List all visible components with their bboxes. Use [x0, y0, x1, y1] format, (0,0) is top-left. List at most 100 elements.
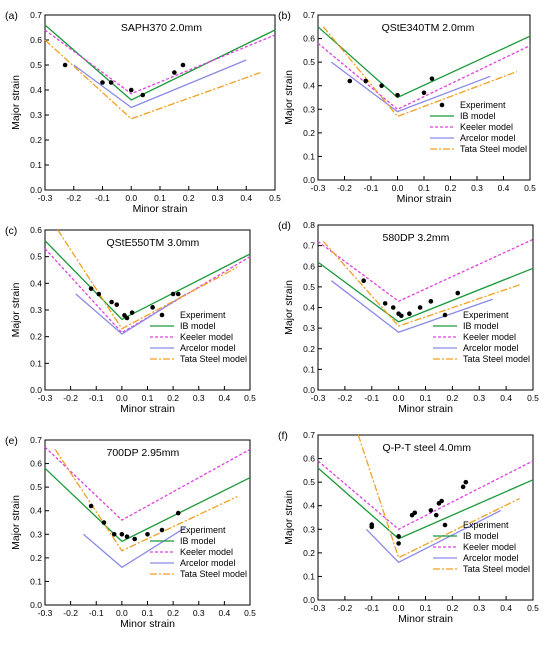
x-tick-label: -0.3	[38, 393, 53, 403]
panel-label: (b)	[278, 10, 291, 22]
x-tick-label: 0.3	[193, 393, 205, 403]
x-tick-label: 0.0	[125, 193, 137, 203]
experiment-point	[62, 62, 68, 68]
legend-entry: Tata Steel model	[180, 354, 247, 364]
y-tick-label: 0.1	[303, 571, 315, 581]
panel-f: -0.3 -0.2 -0.1 0.0 0.1 0.2 0.3 0.4 0.5 0.0 0.1 0.2 0…	[278, 430, 539, 625]
y-tick-label: 0.6	[30, 459, 42, 469]
y-tick-label: 0.4	[303, 303, 315, 313]
x-tick-label: 0.1	[420, 393, 432, 403]
y-tick-label: 0.3	[303, 524, 315, 534]
legend-entry: Tata Steel model	[180, 569, 247, 579]
plot-frame	[317, 434, 534, 601]
panel-title: 700DP 2.95mm	[107, 447, 180, 459]
panel-title: SAPH370 2.0mm	[121, 22, 202, 34]
y-tick-label: 0.6	[303, 261, 315, 271]
experiment-point	[129, 310, 135, 315]
experiment-point	[439, 498, 444, 504]
x-tick-label: 0.3	[193, 608, 205, 618]
experiment-point	[395, 92, 400, 98]
panel-b: -0.3 -0.2 -0.1 0.0 0.1 0.2 0.3 0.4 0.5 0.0 0.1 0.2 0…	[278, 10, 536, 205]
legend-entry: Arcelor model	[180, 343, 236, 353]
x-axis-title: Minor strain	[398, 613, 453, 625]
x-tick-label: 0.5	[527, 393, 539, 403]
series-line-keeler-model	[44, 248, 251, 334]
experiment-point	[172, 70, 177, 75]
experiment-point	[412, 510, 418, 516]
panel-d: -0.3 -0.2 -0.1 0.0 0.1 0.2 0.3 0.4 0.5 0.0 0.1 0.2 0…	[278, 220, 539, 415]
x-axis-title: Minor strain	[398, 403, 453, 415]
experiment-point	[463, 479, 469, 485]
legend-entry: Experiment	[180, 310, 226, 320]
y-tick-label: 0.5	[303, 57, 315, 67]
legend-entry: Keeler model	[180, 332, 233, 342]
x-tick-label: 0.5	[244, 393, 256, 403]
y-tick-label: 0.3	[30, 529, 42, 539]
panel-label: (d)	[278, 220, 291, 232]
x-tick-label: -0.3	[311, 393, 326, 403]
series-line-ib-model	[317, 467, 534, 540]
y-axis-title: Major strain	[10, 282, 22, 337]
x-tick-label: 0.0	[116, 608, 128, 618]
y-tick-label: 0.2	[30, 135, 42, 145]
y-tick-label: 0.0	[303, 385, 315, 395]
x-tick-label: 0.1	[142, 608, 154, 618]
x-tick-label: 0.1	[142, 393, 154, 403]
x-axis-title: Minor strain	[133, 203, 188, 215]
experiment-point	[390, 305, 396, 310]
legend-entry: Experiment	[463, 520, 509, 530]
y-tick-label: 0.3	[30, 305, 42, 315]
series-line-ib-model	[44, 240, 251, 321]
experiment-point	[417, 305, 423, 310]
x-tick-label: 0.5	[524, 183, 536, 193]
x-tick-label: -0.3	[311, 603, 326, 613]
x-tick-label: -0.3	[38, 193, 53, 203]
y-tick-label: 0.5	[30, 60, 42, 70]
x-tick-label: -0.1	[95, 193, 110, 203]
y-tick-label: 0.1	[30, 576, 42, 586]
experiment-point	[114, 302, 120, 307]
legend-marker	[159, 527, 165, 533]
experiment-point	[109, 299, 114, 305]
x-tick-label: 0.0	[393, 603, 405, 613]
experiment-point	[363, 78, 369, 84]
y-tick-label: 0.3	[30, 110, 42, 120]
x-tick-label: 0.1	[418, 183, 430, 193]
experiment-point	[96, 291, 102, 297]
legend-entry: IB model	[180, 321, 216, 331]
experiment-point	[396, 534, 401, 539]
x-tick-label: 0.2	[445, 183, 457, 193]
experiment-point	[88, 286, 94, 291]
experiment-point	[175, 510, 181, 516]
x-tick-label: -0.3	[311, 183, 326, 193]
y-tick-label: 0.5	[303, 282, 315, 292]
y-tick-label: 0.7	[303, 241, 315, 251]
y-tick-label: 0.5	[30, 482, 42, 492]
experiment-point	[132, 536, 137, 542]
experiment-point	[124, 534, 130, 539]
series-line-ib-model	[44, 24, 276, 101]
x-tick-label: 0.4	[500, 393, 512, 403]
y-axis-title: Major strain	[283, 490, 295, 545]
legend-entry: IB model	[180, 536, 216, 546]
experiment-point	[175, 291, 181, 297]
y-tick-label: 0.1	[30, 358, 42, 368]
x-tick-label: 0.5	[527, 603, 539, 613]
experiment-point	[429, 76, 435, 81]
experiment-point	[361, 278, 366, 283]
legend-entry: IB model	[463, 531, 499, 541]
panel-label: (c)	[5, 225, 17, 237]
experiment-point	[108, 80, 114, 85]
y-tick-label: 0.2	[303, 344, 315, 354]
series-line-arcelor-model	[73, 59, 247, 109]
legend-entry: Experiment	[180, 525, 226, 535]
y-tick-label: 0.4	[303, 81, 315, 91]
y-tick-label: 0.6	[30, 225, 42, 235]
experiment-point	[379, 83, 384, 89]
x-tick-label: -0.1	[364, 393, 379, 403]
x-tick-label: 0.4	[500, 603, 512, 613]
panel-c: -0.3 -0.2 -0.1 0.0 0.1 0.2 0.3 0.4 0.5 0.0 0.1 0.2 0…	[5, 225, 256, 415]
x-axis-title: Minor strain	[120, 618, 175, 630]
